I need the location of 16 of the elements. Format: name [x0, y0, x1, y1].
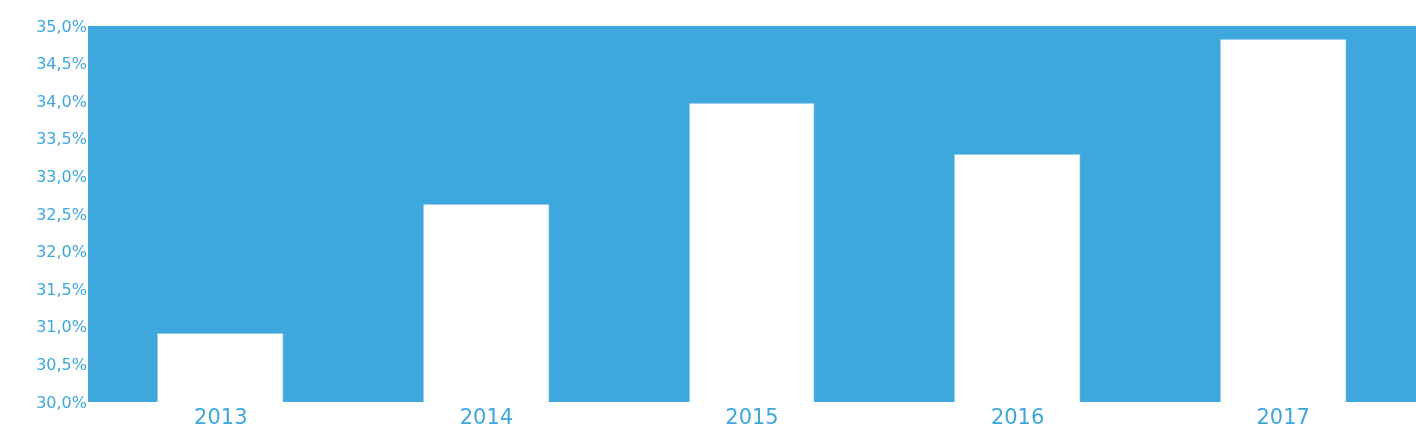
x-tick-label: 2013 — [194, 405, 248, 429]
y-tick-label: 30,5% — [36, 355, 87, 374]
y-tick-label: 31,0% — [36, 317, 87, 337]
x-tick-label: 2015 — [725, 405, 779, 429]
y-tick-label: 33,0% — [36, 167, 87, 186]
y-tick-label: 34,5% — [36, 54, 87, 74]
y-tick-label: 31,5% — [36, 279, 87, 299]
y-tick-label: 34,0% — [36, 91, 87, 111]
x-tick-label: 2017 — [1256, 405, 1310, 429]
x-tick-label: 2014 — [459, 405, 514, 429]
y-tick-label: 35,0% — [36, 16, 87, 36]
y-tick-label: 33,5% — [36, 129, 87, 149]
y-tick-label: 32,0% — [36, 242, 87, 262]
y-tick-label: 30,0% — [36, 392, 87, 412]
x-tick-label: 2016 — [990, 405, 1045, 429]
y-tick-label: 32,5% — [36, 204, 87, 224]
